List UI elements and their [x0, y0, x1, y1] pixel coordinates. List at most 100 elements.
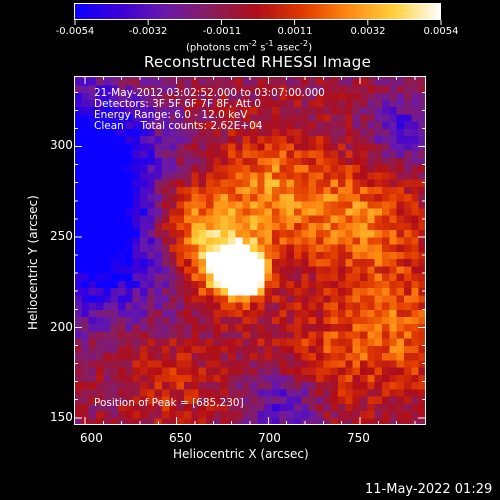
heatmap-cell — [250, 215, 258, 223]
heatmap-cell — [228, 193, 236, 202]
heatmap-cell — [272, 179, 280, 187]
heatmap-cell — [154, 150, 163, 158]
heatmap-cell — [242, 157, 251, 166]
heatmap-cell — [118, 186, 126, 195]
heatmap-cell — [360, 244, 368, 252]
heatmap-cell — [140, 215, 148, 223]
heatmap-cell — [286, 265, 295, 274]
heatmap-cell — [125, 164, 134, 173]
heatmap-cell — [272, 345, 280, 354]
heatmap-cell — [330, 164, 339, 173]
heatmap-cell — [396, 403, 405, 412]
heatmap-cell — [257, 85, 266, 93]
heatmap-cell — [411, 128, 420, 137]
heatmap-cell — [125, 150, 134, 158]
heatmap-cell — [103, 388, 112, 397]
heatmap-cell — [176, 265, 185, 274]
heatmap-cell — [250, 381, 258, 390]
heatmap-cell — [404, 417, 412, 425]
heatmap-cell — [176, 135, 185, 144]
heatmap-cell — [96, 76, 104, 79]
heatmap-cell — [125, 280, 134, 289]
heatmap-cell — [411, 359, 420, 368]
heatmap-cell — [140, 316, 148, 325]
heatmap-cell — [286, 171, 295, 180]
heatmap-cell — [338, 316, 346, 325]
heatmap-cell — [382, 85, 390, 93]
heatmap-cell — [279, 236, 288, 245]
heatmap-cell — [125, 200, 134, 209]
heatmap-cell — [352, 251, 361, 260]
heatmap-cell — [74, 200, 82, 209]
heatmap-cell — [338, 302, 346, 310]
heatmap-cell — [345, 157, 354, 166]
heatmap-cell — [88, 128, 97, 137]
heatmap-cell — [352, 164, 361, 173]
heatmap-cell — [242, 417, 251, 425]
heatmap-cell — [374, 193, 383, 202]
heatmap-cell — [301, 345, 310, 354]
heatmap-cell — [125, 388, 134, 397]
heatmap-cell — [140, 208, 148, 216]
heatmap-cell — [191, 309, 200, 317]
heatmap-cell — [411, 99, 420, 108]
heatmap-cell — [184, 164, 192, 173]
heatmap-cell — [125, 367, 134, 375]
heatmap-cell — [264, 186, 273, 195]
heatmap-cell — [103, 345, 112, 354]
heatmap-cell — [316, 280, 324, 289]
heatmap-cell — [272, 410, 280, 419]
heatmap-cell — [235, 280, 244, 289]
heatmap-cell — [308, 323, 317, 332]
heatmap-cell — [418, 258, 426, 267]
heatmap-cell — [264, 258, 273, 267]
heatmap-cell — [352, 403, 361, 412]
colorbar-tick-label: 0.0032 — [350, 26, 386, 37]
heatmap-cell — [74, 99, 82, 108]
heatmap-cell — [382, 294, 390, 303]
heatmap-cell — [110, 294, 119, 303]
heatmap-cell — [338, 77, 346, 86]
heatmap-cell — [169, 200, 178, 209]
heatmap-cell — [374, 128, 383, 137]
heatmap-cell — [154, 302, 163, 310]
heatmap-cell — [323, 258, 332, 267]
heatmap-cell — [169, 150, 178, 158]
heatmap-cell — [257, 164, 266, 173]
heatmap-cell — [81, 121, 90, 129]
heatmap-cell — [352, 171, 361, 180]
heatmap-cell — [176, 330, 185, 339]
heatmap-cell — [411, 106, 420, 115]
heatmap-cell — [382, 403, 390, 412]
heatmap-cell — [169, 222, 178, 231]
heatmap-cell — [404, 381, 412, 390]
heatmap-cell — [286, 396, 295, 404]
heatmap-cell — [228, 345, 236, 354]
heatmap-cell — [88, 121, 97, 129]
heatmap-cell — [250, 157, 258, 166]
heatmap-cell — [81, 338, 90, 346]
heatmap-cell — [367, 345, 376, 354]
heatmap-cell — [374, 164, 383, 173]
heatmap-cell — [345, 106, 354, 115]
heatmap-cell — [360, 186, 368, 195]
heatmap-cell — [338, 142, 346, 151]
heatmap-cell — [228, 280, 236, 289]
heatmap-cell — [242, 135, 251, 144]
heatmap-cell — [404, 345, 412, 354]
heatmap-cell — [382, 244, 390, 252]
heatmap-cell — [272, 330, 280, 339]
heatmap-cell — [330, 113, 339, 122]
heatmap-cell — [118, 135, 126, 144]
heatmap-cell — [81, 186, 90, 195]
heatmap-cell — [418, 193, 426, 202]
heatmap-cell — [411, 338, 420, 346]
heatmap-cell — [103, 99, 112, 108]
heatmap-cell — [352, 77, 361, 86]
heatmap-cell — [272, 186, 280, 195]
heatmap-cell — [118, 309, 126, 317]
heatmap-cell — [213, 208, 222, 216]
heatmap-cell — [220, 208, 229, 216]
heatmap-cell — [279, 287, 288, 296]
heatmap-cell — [396, 330, 405, 339]
